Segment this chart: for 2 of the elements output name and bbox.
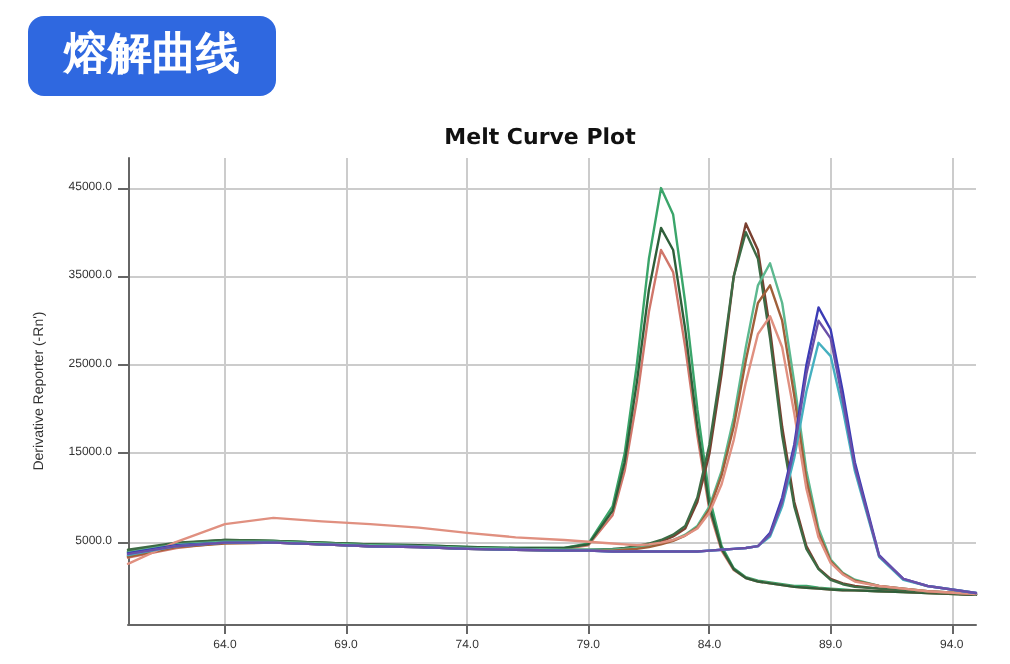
chart-subtitle: Melt Curve Plot xyxy=(444,124,636,150)
chart-title: 熔解曲线 xyxy=(28,16,276,96)
